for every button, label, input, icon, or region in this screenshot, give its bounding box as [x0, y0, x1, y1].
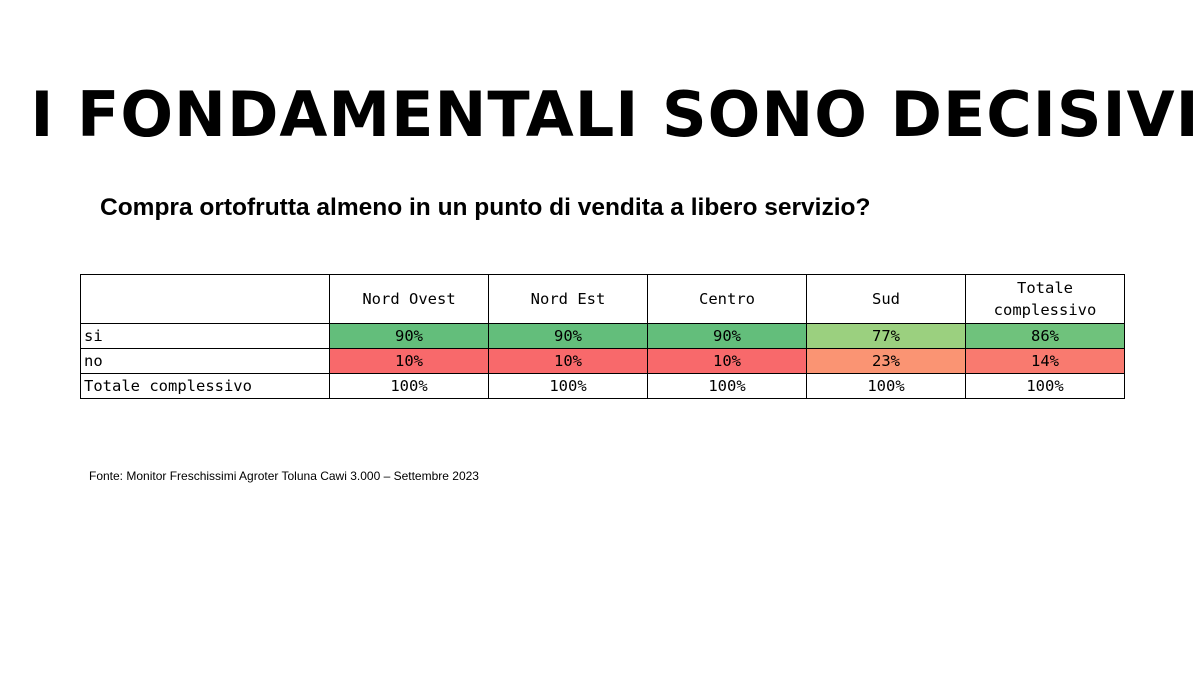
table-row: no 10% 10% 10% 23% 14%: [80, 348, 1125, 374]
header-centro: Centro: [647, 274, 807, 324]
value-cell: 90%: [488, 323, 648, 349]
question-subtitle: Compra ortofrutta almeno in un punto di …: [100, 194, 871, 221]
table-row: Totale complessivo 100% 100% 100% 100% 1…: [80, 373, 1125, 399]
value-cell: 10%: [329, 348, 489, 374]
header-nord-ovest: Nord Ovest: [329, 274, 489, 324]
header-totale: Totale complessivo: [965, 274, 1125, 324]
table-row: si 90% 90% 90% 77% 86%: [80, 323, 1125, 349]
row-label: si: [80, 323, 330, 349]
results-table: Nord Ovest Nord Est Centro Sud Totale co…: [80, 274, 1125, 399]
value-cell: 100%: [806, 373, 966, 399]
row-label: Totale complessivo: [80, 373, 330, 399]
source-note: Fonte: Monitor Freschissimi Agroter Tolu…: [89, 469, 479, 483]
value-cell: 100%: [647, 373, 807, 399]
header-sud: Sud: [806, 274, 966, 324]
value-cell: 90%: [329, 323, 489, 349]
value-cell: 23%: [806, 348, 966, 374]
value-cell: 77%: [806, 323, 966, 349]
header-nord-est: Nord Est: [488, 274, 648, 324]
value-cell: 90%: [647, 323, 807, 349]
value-cell: 100%: [329, 373, 489, 399]
value-cell: 100%: [965, 373, 1125, 399]
value-cell: 10%: [488, 348, 648, 374]
header-empty-cell: [80, 274, 330, 324]
page-title: I FONDAMENTALI SONO DECISIVI: [30, 78, 1200, 151]
table-header-row: Nord Ovest Nord Est Centro Sud Totale co…: [80, 274, 1125, 324]
row-label: no: [80, 348, 330, 374]
value-cell: 14%: [965, 348, 1125, 374]
value-cell: 100%: [488, 373, 648, 399]
value-cell: 10%: [647, 348, 807, 374]
value-cell: 86%: [965, 323, 1125, 349]
